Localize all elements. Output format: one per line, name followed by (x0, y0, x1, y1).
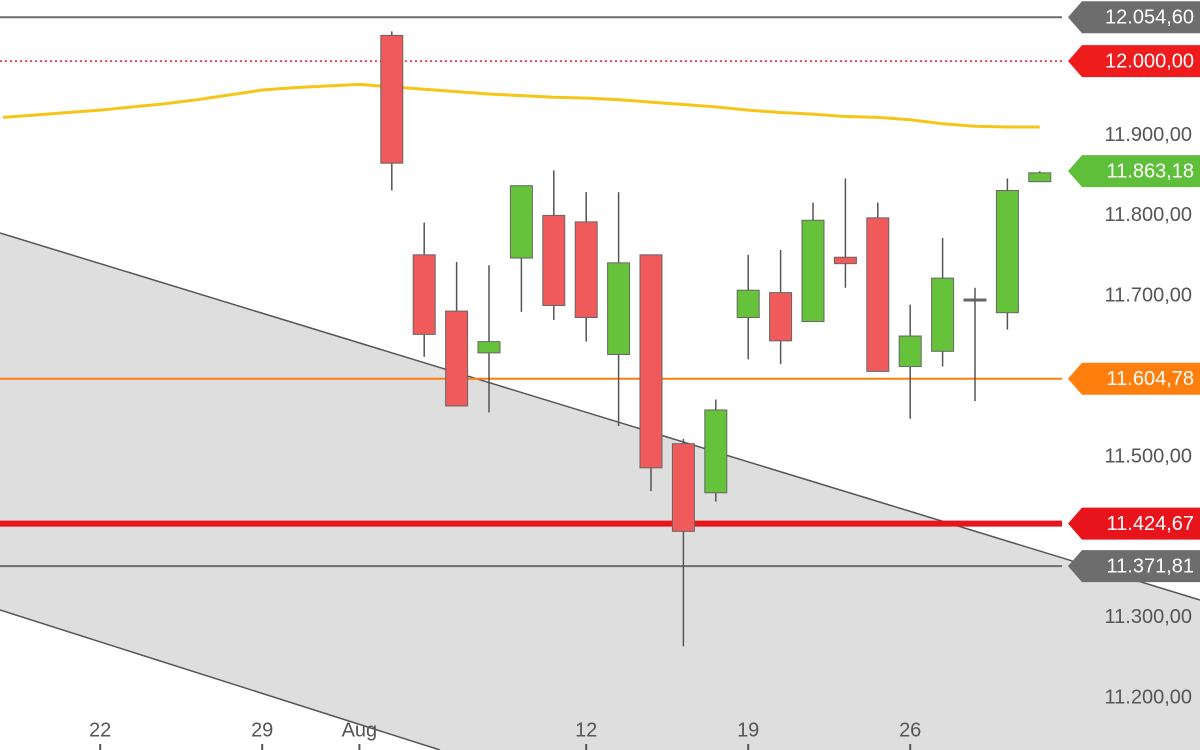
candle-body (671, 443, 695, 532)
x-tick-label: Aug (342, 719, 378, 741)
candle-body (380, 34, 404, 164)
y-tick-label: 11.700,00 (1105, 285, 1193, 307)
trend-channel (0, 233, 1200, 750)
level-label: 11.863,18 (1107, 160, 1195, 182)
y-tick-label: 11.900,00 (1105, 124, 1193, 146)
candle-body (963, 298, 987, 302)
level-label: 11.371,81 (1107, 555, 1195, 577)
candle-body (412, 254, 436, 335)
candle-body (509, 185, 533, 259)
candle-body (898, 335, 922, 368)
channel-lower (0, 609, 441, 750)
candle-body (931, 277, 955, 352)
candle-body (736, 289, 760, 319)
candle-body (704, 409, 728, 494)
candle-body (995, 190, 1019, 314)
x-tick-label: 12 (575, 719, 597, 741)
candle-body (769, 292, 793, 342)
candle-body (639, 254, 663, 469)
level-tag (1068, 507, 1200, 540)
channel-upper (0, 232, 1200, 601)
level-tag (1068, 1, 1200, 34)
y-tick-label: 11.500,00 (1105, 445, 1193, 467)
candle-body (477, 341, 501, 354)
level-label: 12.054,60 (1105, 6, 1194, 28)
moving-average-line (2, 82, 1040, 129)
candle-body (542, 214, 566, 306)
x-tick-label: 26 (899, 719, 921, 741)
level-label: 11.604,78 (1107, 368, 1195, 390)
level-tag (1068, 362, 1200, 395)
level-tag (1068, 45, 1200, 78)
candle-body (574, 221, 598, 319)
level-tag (1068, 155, 1200, 188)
candle-body (445, 310, 469, 407)
candle-body (607, 262, 631, 356)
level-tag (1068, 550, 1200, 583)
y-tick-label: 11.200,00 (1105, 686, 1193, 708)
x-tick-label: 29 (251, 719, 273, 741)
candle-body (1028, 172, 1052, 183)
candle-body (801, 219, 825, 323)
level-label: 11.424,67 (1107, 513, 1195, 535)
x-tick-label: 22 (89, 719, 111, 741)
y-tick-label: 11.300,00 (1105, 606, 1193, 628)
level-label: 12.000,00 (1105, 50, 1194, 72)
y-tick-label: 11.800,00 (1105, 204, 1193, 226)
candle-body (833, 256, 857, 265)
x-tick-label: 19 (737, 719, 759, 741)
candle-body (866, 217, 890, 372)
